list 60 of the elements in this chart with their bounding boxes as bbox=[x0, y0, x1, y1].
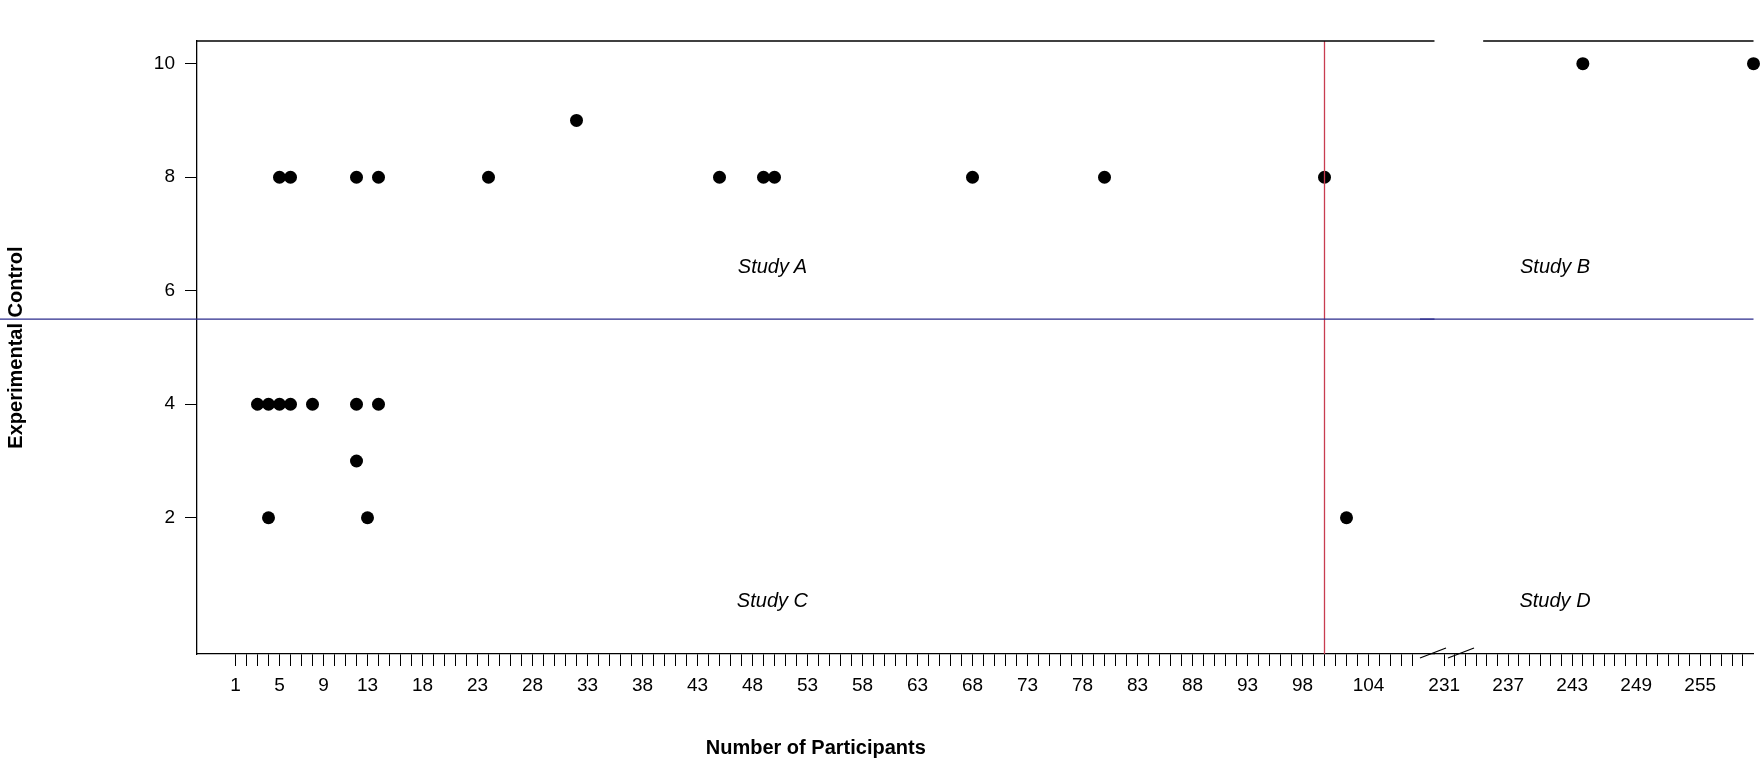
point bbox=[273, 170, 286, 184]
y-tick-label: 2 bbox=[164, 506, 175, 528]
point bbox=[768, 170, 781, 184]
x-tick-label: 23 bbox=[466, 673, 489, 695]
annotation: Study D bbox=[1519, 589, 1591, 612]
x-tick-label: 43 bbox=[686, 673, 709, 695]
x-tick-label: 243 bbox=[1556, 673, 1589, 695]
point bbox=[350, 170, 363, 184]
annotation: Study C bbox=[736, 589, 809, 612]
x-tick-label: 78 bbox=[1071, 673, 1094, 695]
point bbox=[966, 170, 979, 184]
x-tick-label: 9 bbox=[318, 673, 329, 695]
x-tick-label: 237 bbox=[1492, 673, 1525, 695]
x-tick-label: 13 bbox=[356, 673, 379, 695]
point bbox=[1340, 511, 1353, 525]
point bbox=[284, 397, 297, 411]
x-tick-label: 93 bbox=[1236, 673, 1259, 695]
point bbox=[284, 170, 297, 184]
x-tick-label: 58 bbox=[851, 673, 874, 695]
point bbox=[570, 113, 583, 127]
point bbox=[361, 511, 374, 525]
point bbox=[482, 170, 495, 184]
point bbox=[372, 170, 385, 184]
x-tick-label: 98 bbox=[1291, 673, 1314, 695]
y-tick-label: 4 bbox=[164, 392, 176, 414]
x-tick-label: 1 bbox=[230, 673, 241, 695]
annotation: Study B bbox=[1520, 255, 1591, 278]
point bbox=[1098, 170, 1111, 184]
x-tick-label: 88 bbox=[1181, 673, 1204, 695]
point bbox=[350, 397, 363, 411]
x-tick-label: 48 bbox=[741, 673, 764, 695]
x-tick-label: 68 bbox=[961, 673, 984, 695]
x-axis-title: Number of Participants bbox=[705, 735, 926, 758]
x-tick-label: 73 bbox=[1016, 673, 1039, 695]
y-tick-label: 6 bbox=[164, 278, 175, 300]
point bbox=[262, 511, 275, 525]
x-tick-label: 249 bbox=[1620, 673, 1653, 695]
point bbox=[306, 397, 319, 411]
x-tick-label: 38 bbox=[631, 673, 654, 695]
annotation: Study A bbox=[737, 255, 808, 278]
point bbox=[251, 397, 264, 411]
x-tick-label: 83 bbox=[1126, 673, 1149, 695]
y-tick-label: 8 bbox=[164, 165, 175, 187]
y-tick-label: 10 bbox=[153, 51, 175, 73]
point bbox=[713, 170, 726, 184]
x-tick-label: 33 bbox=[576, 673, 599, 695]
y-axis-title: Experimental Control bbox=[3, 246, 26, 449]
point bbox=[757, 170, 770, 184]
x-tick-label: 231 bbox=[1428, 673, 1461, 695]
x-tick-label: 5 bbox=[274, 673, 285, 695]
x-tick-label: 53 bbox=[796, 673, 819, 695]
x-tick-label: 18 bbox=[411, 673, 434, 695]
point bbox=[372, 397, 385, 411]
x-tick-label: 28 bbox=[521, 673, 544, 695]
point bbox=[262, 397, 275, 411]
x-tick-label: 104 bbox=[1352, 673, 1385, 695]
point bbox=[273, 397, 286, 411]
x-tick-label: 255 bbox=[1684, 673, 1717, 695]
x-tick-label: 63 bbox=[906, 673, 929, 695]
point bbox=[350, 454, 363, 468]
